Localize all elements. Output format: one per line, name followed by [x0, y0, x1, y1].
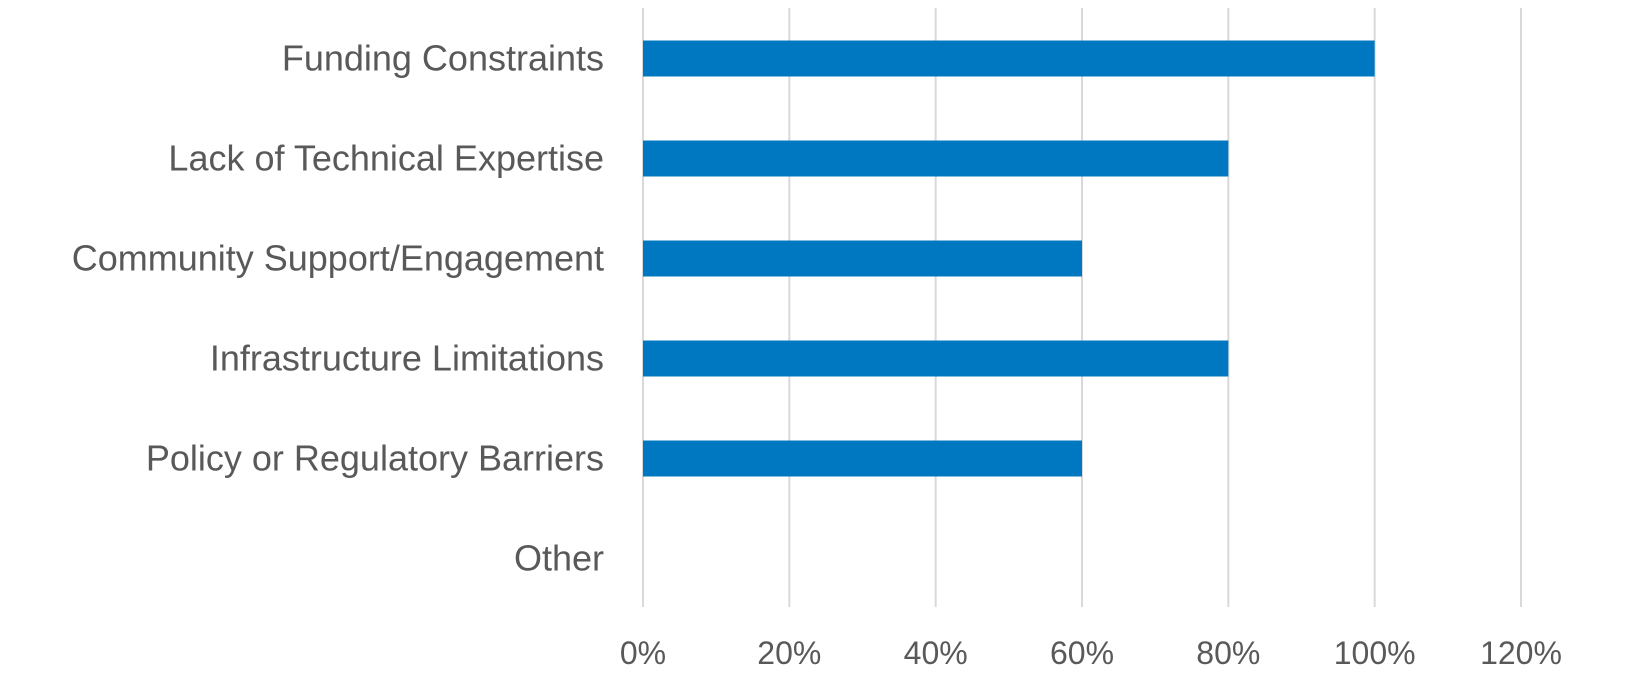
x-tick-label: 100% [1334, 635, 1416, 671]
gridlines [642, 8, 1522, 607]
bar [643, 40, 1375, 77]
x-axis-tick-labels: 0% 20% 40% 60% 80% 100% 120% [620, 635, 1562, 671]
category-label: Other [514, 538, 604, 579]
bar [643, 440, 1082, 477]
bar [643, 140, 1229, 177]
category-label: Lack of Technical Expertise [168, 138, 604, 179]
category-label: Community Support/Engagement [72, 238, 604, 279]
bars [643, 40, 1375, 477]
bar [643, 240, 1082, 277]
category-label: Funding Constraints [282, 38, 604, 79]
x-tick-label: 0% [620, 635, 666, 671]
category-labels: Funding Constraints Lack of Technical Exp… [72, 38, 604, 579]
x-tick-label: 40% [904, 635, 968, 671]
x-tick-label: 80% [1196, 635, 1260, 671]
category-label: Infrastructure Limitations [210, 338, 604, 379]
x-tick-label: 120% [1480, 635, 1562, 671]
x-tick-label: 60% [1050, 635, 1114, 671]
bar [643, 340, 1229, 377]
x-tick-label: 20% [757, 635, 821, 671]
category-label: Policy or Regulatory Barriers [146, 438, 604, 479]
